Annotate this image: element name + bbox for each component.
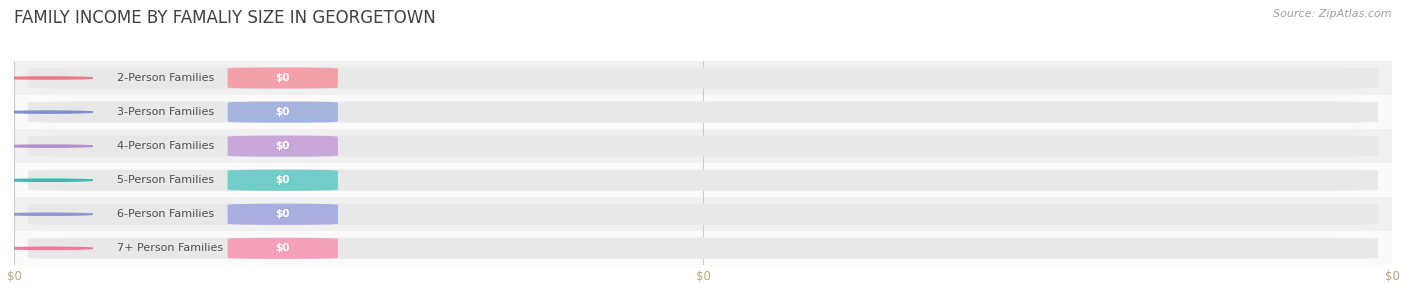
Text: 4-Person Families: 4-Person Families [118, 141, 215, 151]
Text: $0: $0 [276, 209, 290, 219]
FancyBboxPatch shape [28, 136, 1378, 157]
FancyBboxPatch shape [228, 102, 337, 123]
Text: $0: $0 [276, 73, 290, 83]
Circle shape [4, 77, 93, 79]
Circle shape [4, 111, 93, 113]
Text: 6-Person Families: 6-Person Families [118, 209, 215, 219]
Text: 7+ Person Families: 7+ Person Families [118, 243, 224, 253]
Bar [14, 231, 1392, 265]
Bar [14, 197, 1392, 231]
FancyBboxPatch shape [28, 102, 1378, 123]
Text: 3-Person Families: 3-Person Families [118, 107, 215, 117]
Circle shape [4, 145, 93, 147]
Circle shape [4, 213, 93, 215]
Text: Source: ZipAtlas.com: Source: ZipAtlas.com [1274, 9, 1392, 19]
Bar [14, 163, 1392, 197]
Bar [14, 129, 1392, 163]
FancyBboxPatch shape [28, 170, 1378, 191]
Text: $0: $0 [276, 107, 290, 117]
Text: FAMILY INCOME BY FAMALIY SIZE IN GEORGETOWN: FAMILY INCOME BY FAMALIY SIZE IN GEORGET… [14, 9, 436, 27]
Circle shape [4, 247, 93, 249]
Bar [14, 61, 1392, 95]
FancyBboxPatch shape [228, 238, 337, 259]
Text: $0: $0 [276, 243, 290, 253]
FancyBboxPatch shape [228, 204, 337, 225]
Circle shape [4, 179, 93, 181]
Text: 2-Person Families: 2-Person Families [118, 73, 215, 83]
FancyBboxPatch shape [228, 136, 337, 157]
FancyBboxPatch shape [28, 67, 1378, 88]
FancyBboxPatch shape [228, 67, 337, 88]
Text: $0: $0 [276, 141, 290, 151]
Text: 5-Person Families: 5-Person Families [118, 175, 215, 185]
FancyBboxPatch shape [228, 170, 337, 191]
Bar [14, 95, 1392, 129]
Text: $0: $0 [276, 175, 290, 185]
FancyBboxPatch shape [28, 204, 1378, 225]
FancyBboxPatch shape [28, 238, 1378, 259]
